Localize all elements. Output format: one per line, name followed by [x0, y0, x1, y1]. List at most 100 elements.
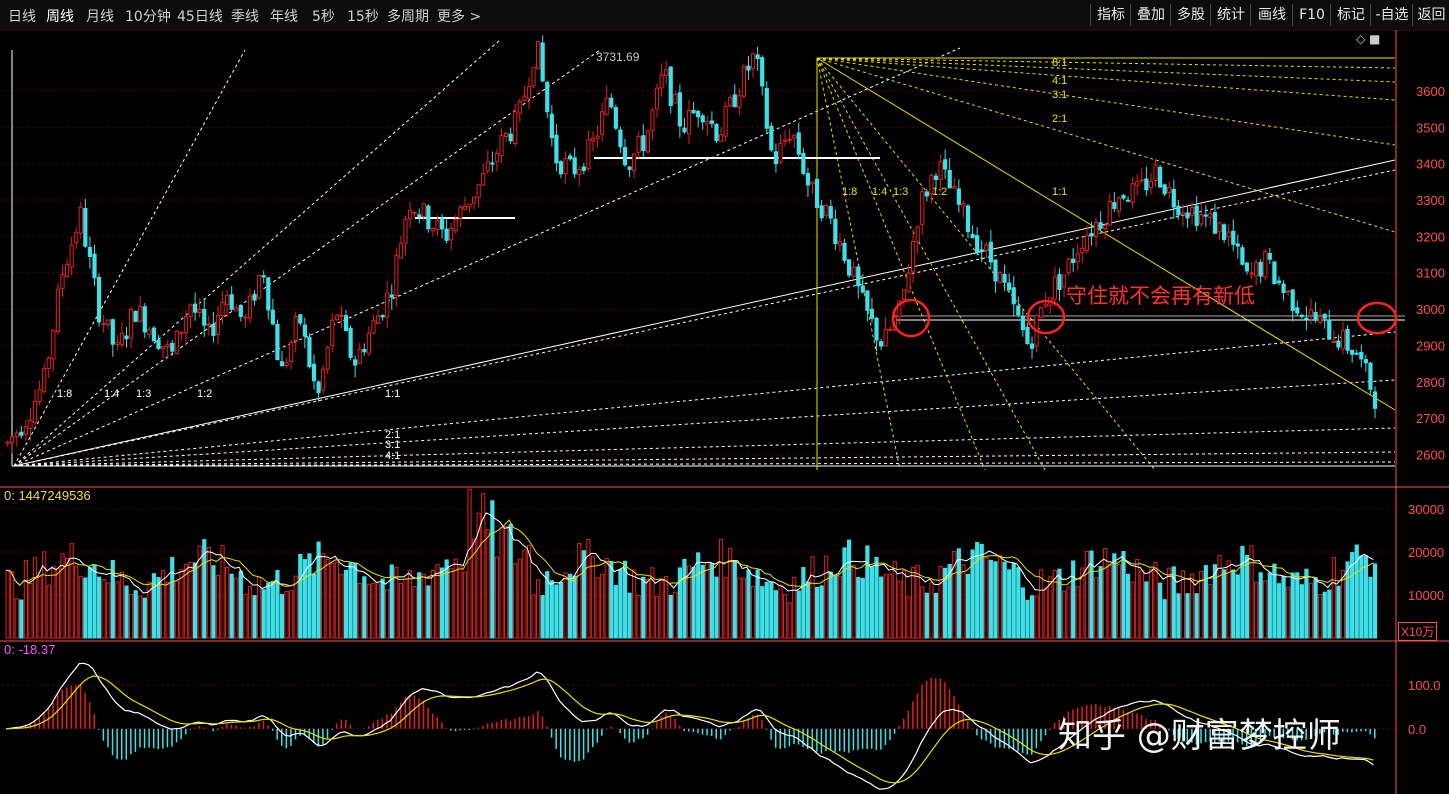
candle-body: [334, 314, 339, 321]
candle-body: [220, 301, 225, 316]
volume-bar: [458, 566, 463, 639]
candle-body: [1212, 211, 1218, 234]
volume-bar: [389, 564, 394, 639]
volume-bar: [1176, 593, 1181, 639]
candle-body: [737, 95, 742, 108]
candle-body: [1080, 247, 1085, 254]
candle-body: [837, 241, 843, 246]
candle-body: [1176, 205, 1181, 216]
volume-bar: [23, 560, 28, 639]
toolbar-button-5[interactable]: F10: [1292, 4, 1331, 26]
period-tab-3[interactable]: 10分钟: [125, 9, 171, 25]
candle-body: [997, 272, 1003, 283]
volume-bar: [330, 563, 335, 639]
toolbar-button-7[interactable]: -自选: [1370, 4, 1413, 26]
volume-bar: [984, 557, 989, 639]
toolbar-button-6[interactable]: 标记: [1330, 4, 1371, 26]
period-tab-8[interactable]: 15秒: [347, 9, 379, 25]
volume-bar: [654, 596, 660, 639]
candle-body: [156, 339, 161, 350]
candle-body: [1299, 314, 1304, 317]
period-tab-10[interactable]: 更多 >: [437, 9, 482, 25]
candle-body: [1002, 273, 1007, 283]
gann-line-left-low: [13, 451, 1396, 467]
volume-bar: [32, 557, 38, 639]
volume-bar: [193, 562, 198, 639]
volume-bar: [1007, 569, 1012, 639]
period-tab-0[interactable]: 日线: [8, 9, 36, 25]
period-tab-7[interactable]: 5秒: [312, 9, 335, 25]
volume-bar: [650, 567, 655, 639]
volume-bar: [1199, 570, 1204, 639]
candle-body: [449, 227, 454, 241]
volume-bar: [385, 589, 390, 639]
candle-body: [339, 314, 344, 317]
fan-label-left: 1:4: [104, 388, 119, 400]
candle-body: [1322, 313, 1327, 319]
fan-label-right: 1:2: [932, 186, 947, 198]
volume-bar: [110, 560, 115, 639]
volume-bar: [115, 581, 120, 639]
volume-bar: [741, 577, 747, 639]
volume-bar: [1157, 582, 1163, 639]
period-tab-9[interactable]: 多周期: [387, 9, 429, 25]
volume-bar: [975, 542, 980, 639]
layout-toggle-icon[interactable]: ◇ ■: [1356, 32, 1381, 46]
candle-body: [458, 206, 463, 219]
macd-tick-label: 0.0: [1408, 722, 1426, 737]
volume-bar: [64, 558, 70, 639]
candle-body: [225, 295, 230, 306]
period-tab-5[interactable]: 季线: [231, 9, 259, 25]
volume-bar: [417, 572, 422, 639]
highlight-circle: [1356, 301, 1398, 335]
candle-body: [252, 293, 257, 301]
candle-body: [549, 113, 554, 139]
candle-body: [238, 304, 243, 317]
candle-body: [407, 209, 413, 220]
candle-body: [325, 347, 330, 370]
period-tab-6[interactable]: 年线: [270, 9, 298, 25]
volume-bar: [321, 553, 326, 639]
volume-bar: [668, 594, 673, 639]
candle-body: [1075, 253, 1080, 263]
candle-body: [792, 134, 797, 139]
volume-bar: [947, 563, 952, 639]
candle-body: [718, 134, 724, 142]
candle-body: [78, 206, 83, 234]
volume-bar: [1002, 561, 1007, 639]
candle-body: [499, 135, 504, 156]
candle-body: [975, 235, 980, 253]
gann-line-left: [13, 39, 501, 467]
toolbar-button-3[interactable]: 统计: [1210, 4, 1251, 26]
volume-bar: [938, 565, 943, 639]
candle-body: [385, 292, 390, 318]
candle-body: [632, 153, 637, 171]
volume-bar: [595, 577, 600, 639]
toolbar-button-2[interactable]: 多股: [1170, 4, 1211, 26]
toolbar-button-0[interactable]: 指标: [1090, 4, 1131, 26]
volume-bar: [394, 566, 399, 639]
candle-body: [732, 94, 737, 108]
volume-bar: [60, 553, 65, 639]
volume-bar: [69, 543, 74, 639]
volume-bar: [609, 561, 614, 639]
period-tab-1[interactable]: 周线: [46, 9, 74, 25]
volume-bar: [284, 590, 289, 639]
volume-bar: [536, 579, 541, 639]
volume-bar: [238, 570, 243, 639]
period-tab-4[interactable]: 45日线: [177, 9, 223, 25]
candle-body: [1208, 213, 1213, 218]
period-tab-2[interactable]: 月线: [86, 9, 114, 25]
volume-bar: [1226, 560, 1231, 639]
toolbar-button-8[interactable]: 返回: [1412, 4, 1449, 26]
candle-body: [691, 109, 696, 114]
candle-body: [988, 241, 993, 263]
volume-bar: [453, 558, 458, 639]
volume-bar: [247, 585, 253, 639]
candle-body: [952, 185, 957, 189]
candle-body: [476, 184, 481, 198]
volume-bar: [897, 580, 902, 639]
toolbar-button-4[interactable]: 画线: [1250, 4, 1293, 26]
candle-body: [188, 304, 193, 318]
toolbar-button-1[interactable]: 叠加: [1130, 4, 1171, 26]
